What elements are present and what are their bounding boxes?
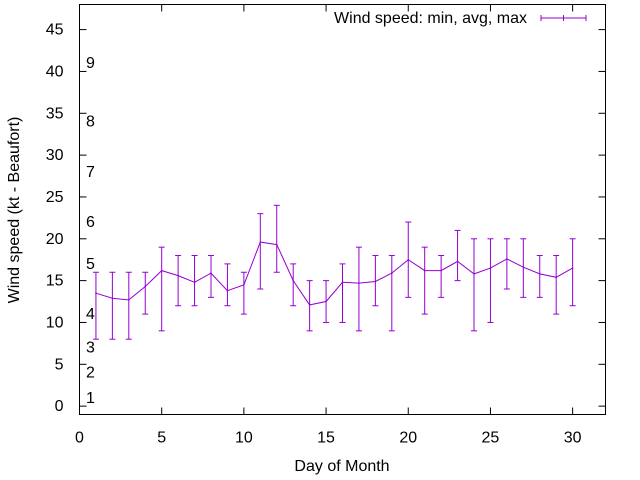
error-bar <box>175 255 182 307</box>
x-tick-label: 20 <box>399 430 417 447</box>
y-tick-label: 40 <box>46 63 64 80</box>
x-axis-label: Day of Month <box>294 458 389 475</box>
beaufort-label: 1 <box>86 390 95 407</box>
error-bar <box>290 263 297 307</box>
error-bar <box>553 255 560 315</box>
beaufort-label: 6 <box>86 214 95 231</box>
error-bar <box>224 263 231 307</box>
x-tick-label: 30 <box>564 430 582 447</box>
plot-frame <box>79 4 606 415</box>
error-bar <box>421 246 428 315</box>
error-bar <box>355 246 362 332</box>
error-bar <box>306 280 313 332</box>
beaufort-label: 4 <box>86 306 95 323</box>
error-bar <box>503 238 510 290</box>
error-bar <box>92 271 99 340</box>
y-tick-label: 30 <box>46 147 64 164</box>
error-bar <box>208 255 214 298</box>
error-bar <box>109 271 116 340</box>
error-bar <box>339 263 346 323</box>
error-bar <box>142 271 149 315</box>
error-bar <box>388 255 395 332</box>
beaufort-label: 8 <box>86 114 95 131</box>
legend: Wind speed: min, avg, max <box>334 10 587 27</box>
y-tick-label: 0 <box>55 398 64 415</box>
beaufort-scale: 1 2 3 4 5 6 7 8 9 <box>86 55 95 407</box>
x-tick-label: 0 <box>75 430 84 447</box>
series-line <box>95 241 573 306</box>
x-tick-label: 5 <box>157 430 166 447</box>
error-bar <box>438 255 445 298</box>
error-bar <box>125 271 132 340</box>
y-tick-label: 20 <box>46 231 64 248</box>
error-bar <box>273 204 280 273</box>
error-bar <box>487 238 494 323</box>
y-axis-label: Wind speed (kt - Beaufort) <box>6 117 23 304</box>
error-bar <box>158 246 165 332</box>
x-tick-label: 15 <box>317 430 335 447</box>
y-tick-label: 35 <box>46 105 64 122</box>
error-bar <box>191 255 198 307</box>
legend-sample <box>540 15 587 21</box>
y-tick-label: 10 <box>46 314 64 331</box>
y-tick-label: 45 <box>46 22 64 39</box>
error-bar <box>569 238 576 307</box>
y-tick-label: 15 <box>46 273 64 290</box>
legend-label: Wind speed: min, avg, max <box>334 10 527 27</box>
error-bar <box>454 229 461 282</box>
y-tick-label: 5 <box>55 356 64 373</box>
beaufort-label: 5 <box>86 256 95 273</box>
beaufort-label: 3 <box>86 340 95 357</box>
x-tick-label: 10 <box>235 430 253 447</box>
beaufort-label: 7 <box>86 164 95 181</box>
error-bar <box>257 213 264 290</box>
error-bar <box>471 238 477 332</box>
x-tick-label: 25 <box>482 430 500 447</box>
beaufort-label: 9 <box>86 55 95 72</box>
error-bar <box>536 255 543 298</box>
series-error-bars <box>92 204 576 340</box>
y-tick-label: 25 <box>46 189 64 206</box>
beaufort-label: 2 <box>86 365 95 382</box>
